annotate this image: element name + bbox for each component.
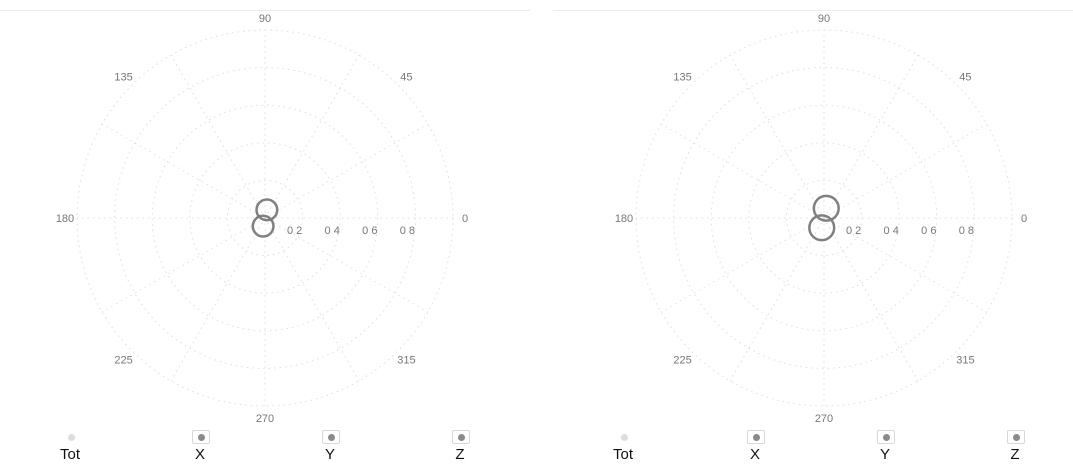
pattern-lobe bbox=[251, 214, 275, 238]
legend-item-z[interactable]: Z bbox=[430, 426, 490, 470]
angle-tick-label: 0 bbox=[462, 213, 468, 225]
top-divider bbox=[553, 10, 1073, 11]
radial-grid-ring bbox=[748, 142, 900, 294]
angular-grid-spoke bbox=[823, 54, 919, 219]
legend-label-tot: Tot bbox=[612, 446, 633, 463]
legend-label-y: Y bbox=[879, 446, 890, 463]
legend-item-tot[interactable]: Tot bbox=[593, 426, 653, 470]
angular-grid-spoke bbox=[823, 217, 919, 382]
radial-tick-label: 0 2 bbox=[287, 225, 302, 237]
radial-tick-label: 0 2 bbox=[846, 225, 861, 237]
angular-grid-spoke bbox=[729, 54, 825, 219]
angle-tick-label: 180 bbox=[56, 213, 74, 225]
legend-item-y[interactable]: Y bbox=[855, 426, 915, 470]
radial-grid-ring bbox=[785, 179, 863, 257]
radial-tick-label: 0 8 bbox=[959, 225, 974, 237]
radio-tot[interactable] bbox=[615, 430, 633, 444]
radio-y[interactable] bbox=[877, 430, 895, 444]
angular-grid-spoke bbox=[170, 54, 266, 219]
angular-grid-spoke bbox=[264, 54, 360, 219]
angular-grid-spoke bbox=[660, 217, 825, 313]
angular-grid-spoke bbox=[264, 217, 360, 382]
legend-item-y[interactable]: Y bbox=[300, 426, 360, 470]
legend-item-x[interactable]: X bbox=[725, 426, 785, 470]
polar-chart-left: 0 45 90 135 180 225 270 315 0 2 0 4 0 6 0 8 Tot X Y… bbox=[0, 0, 530, 470]
angle-tick-label: 315 bbox=[397, 354, 415, 366]
legend-label-x: X bbox=[194, 446, 205, 463]
angular-grid-spoke bbox=[729, 217, 825, 382]
angular-grid-spoke bbox=[660, 123, 825, 219]
radio-y[interactable] bbox=[322, 430, 340, 444]
legend-label-y: Y bbox=[324, 446, 335, 463]
angle-tick-label: 180 bbox=[615, 213, 633, 225]
radial-tick-label: 0 6 bbox=[921, 225, 936, 237]
angular-grid-spoke bbox=[101, 217, 266, 313]
radio-tot[interactable] bbox=[62, 430, 80, 444]
angle-tick-label: 135 bbox=[673, 72, 691, 84]
angle-tick-label: 315 bbox=[956, 354, 974, 366]
pattern-lobe bbox=[255, 198, 279, 222]
legend-item-z[interactable]: Z bbox=[985, 426, 1045, 470]
pattern-lobe bbox=[808, 214, 836, 242]
radial-tick-label: 0 4 bbox=[325, 225, 340, 237]
radial-grid-ring bbox=[151, 104, 379, 332]
legend-label-tot: Tot bbox=[59, 446, 80, 463]
radio-z[interactable] bbox=[1007, 430, 1025, 444]
radial-tick-label: 0 8 bbox=[400, 225, 415, 237]
legend-item-tot[interactable]: Tot bbox=[40, 426, 100, 470]
angle-tick-label: 45 bbox=[959, 72, 971, 84]
angular-grid-spoke bbox=[264, 123, 429, 219]
legend-item-x[interactable]: X bbox=[170, 426, 230, 470]
polar-plot-right: 0 45 90 135 180 225 270 315 0 2 0 4 0 6 0 8 bbox=[615, 13, 1027, 425]
polar-plot-left: 0 45 90 135 180 225 270 315 0 2 0 4 0 6 0 8 bbox=[56, 13, 468, 425]
radial-tick-label: 0 6 bbox=[362, 225, 377, 237]
angular-grid-spoke bbox=[101, 123, 266, 219]
legend-left: Tot X Y Z bbox=[0, 426, 530, 470]
legend-label-z: Z bbox=[455, 446, 465, 463]
legend-label-z: Z bbox=[1010, 446, 1020, 463]
radio-z[interactable] bbox=[452, 430, 470, 444]
pattern-lobe bbox=[812, 194, 840, 222]
radial-grid-ring bbox=[189, 142, 341, 294]
angle-tick-label: 270 bbox=[256, 413, 274, 425]
angular-grid-spoke bbox=[823, 217, 988, 313]
angle-tick-label: 225 bbox=[673, 354, 691, 366]
radial-grid-ring bbox=[226, 179, 304, 257]
angular-grid-spoke bbox=[170, 217, 266, 382]
angle-tick-label: 45 bbox=[400, 72, 412, 84]
angle-tick-label: 225 bbox=[114, 354, 132, 366]
radial-tick-label: 0 4 bbox=[884, 225, 899, 237]
legend-right: Tot X Y Z bbox=[553, 426, 1073, 470]
angle-tick-label: 135 bbox=[114, 72, 132, 84]
top-divider bbox=[0, 10, 530, 11]
pattern-trace bbox=[251, 198, 279, 238]
angle-tick-label: 90 bbox=[259, 13, 271, 25]
angle-tick-label: 90 bbox=[818, 13, 830, 25]
radio-x[interactable] bbox=[192, 430, 210, 444]
angle-tick-label: 270 bbox=[815, 413, 833, 425]
angular-grid-spoke bbox=[264, 217, 429, 313]
angular-grid-spoke bbox=[823, 123, 988, 219]
polar-chart-right: 0 45 90 135 180 225 270 315 0 2 0 4 0 6 0 8 Tot X Y… bbox=[553, 0, 1073, 470]
radial-grid-ring bbox=[710, 104, 938, 332]
angle-tick-label: 0 bbox=[1021, 213, 1027, 225]
radio-x[interactable] bbox=[747, 430, 765, 444]
radial-grid-ring bbox=[114, 67, 416, 369]
legend-label-x: X bbox=[749, 446, 760, 463]
pattern-trace bbox=[808, 194, 840, 242]
